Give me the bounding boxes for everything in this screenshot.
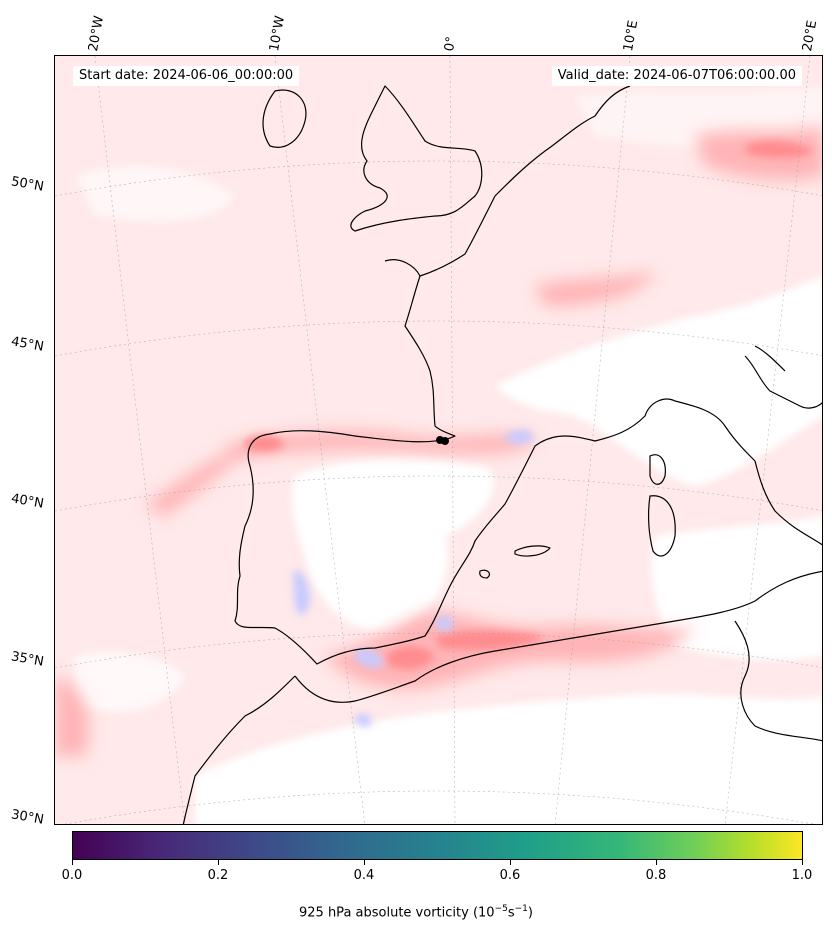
colorbar-tick bbox=[510, 860, 511, 865]
colorbar-tick bbox=[364, 860, 365, 865]
colorbar-tick-label: 1.0 bbox=[791, 868, 813, 883]
colorbar-tick-label: 0.2 bbox=[207, 868, 229, 883]
colorbar-tick-label: 0.4 bbox=[353, 868, 375, 883]
lat-tick-45n: 45°N bbox=[9, 334, 45, 355]
field-low-values bbox=[75, 86, 822, 824]
location-marker bbox=[436, 436, 449, 445]
colorbar-title: 925 hPa absolute vorticity (10−5s−1) bbox=[0, 904, 832, 920]
vorticity-map bbox=[55, 56, 822, 824]
field-peak-values bbox=[245, 140, 815, 669]
colorbar-tick bbox=[656, 860, 657, 865]
colorbar-title-exp2: −1 bbox=[514, 904, 528, 914]
colorbar-tick bbox=[72, 860, 73, 865]
colorbar-title-prefix: 925 hPa absolute vorticity (10 bbox=[299, 905, 495, 921]
valid-date-label: Valid_date: 2024-06-07T06:00:00.00 bbox=[551, 66, 802, 86]
colorbar-title-suffix: ) bbox=[527, 905, 533, 921]
colorbar-tick bbox=[218, 860, 219, 865]
lon-tick-20w: 20°W bbox=[86, 14, 108, 53]
lat-tick-50n: 50°N bbox=[9, 174, 45, 195]
colorbar-title-exp1: −5 bbox=[494, 904, 508, 914]
lon-tick-20e: 20°E bbox=[800, 19, 821, 53]
colorbar-tick bbox=[802, 860, 803, 865]
lon-tick-10w: 10°W bbox=[267, 14, 289, 53]
lat-tick-30n: 30°N bbox=[9, 807, 45, 828]
lat-tick-40n: 40°N bbox=[9, 491, 45, 512]
colorbar-tick-label: 0.6 bbox=[499, 868, 521, 883]
graticule bbox=[55, 56, 822, 824]
colorbar-title-mid: s bbox=[507, 905, 515, 921]
field-negative-values bbox=[293, 429, 534, 727]
lon-tick-0: 0° bbox=[442, 35, 460, 53]
map-panel: Start date: 2024-06-06_00:00:00 Valid_da… bbox=[54, 55, 823, 825]
colorbar bbox=[72, 831, 803, 860]
lat-tick-35n: 35°N bbox=[9, 649, 45, 670]
colorbar-tick-label: 0.0 bbox=[61, 868, 83, 883]
colorbar-tick-label: 0.8 bbox=[645, 868, 667, 883]
lon-tick-10e: 10°E bbox=[621, 19, 642, 53]
start-date-label: Start date: 2024-06-06_00:00:00 bbox=[73, 66, 300, 86]
